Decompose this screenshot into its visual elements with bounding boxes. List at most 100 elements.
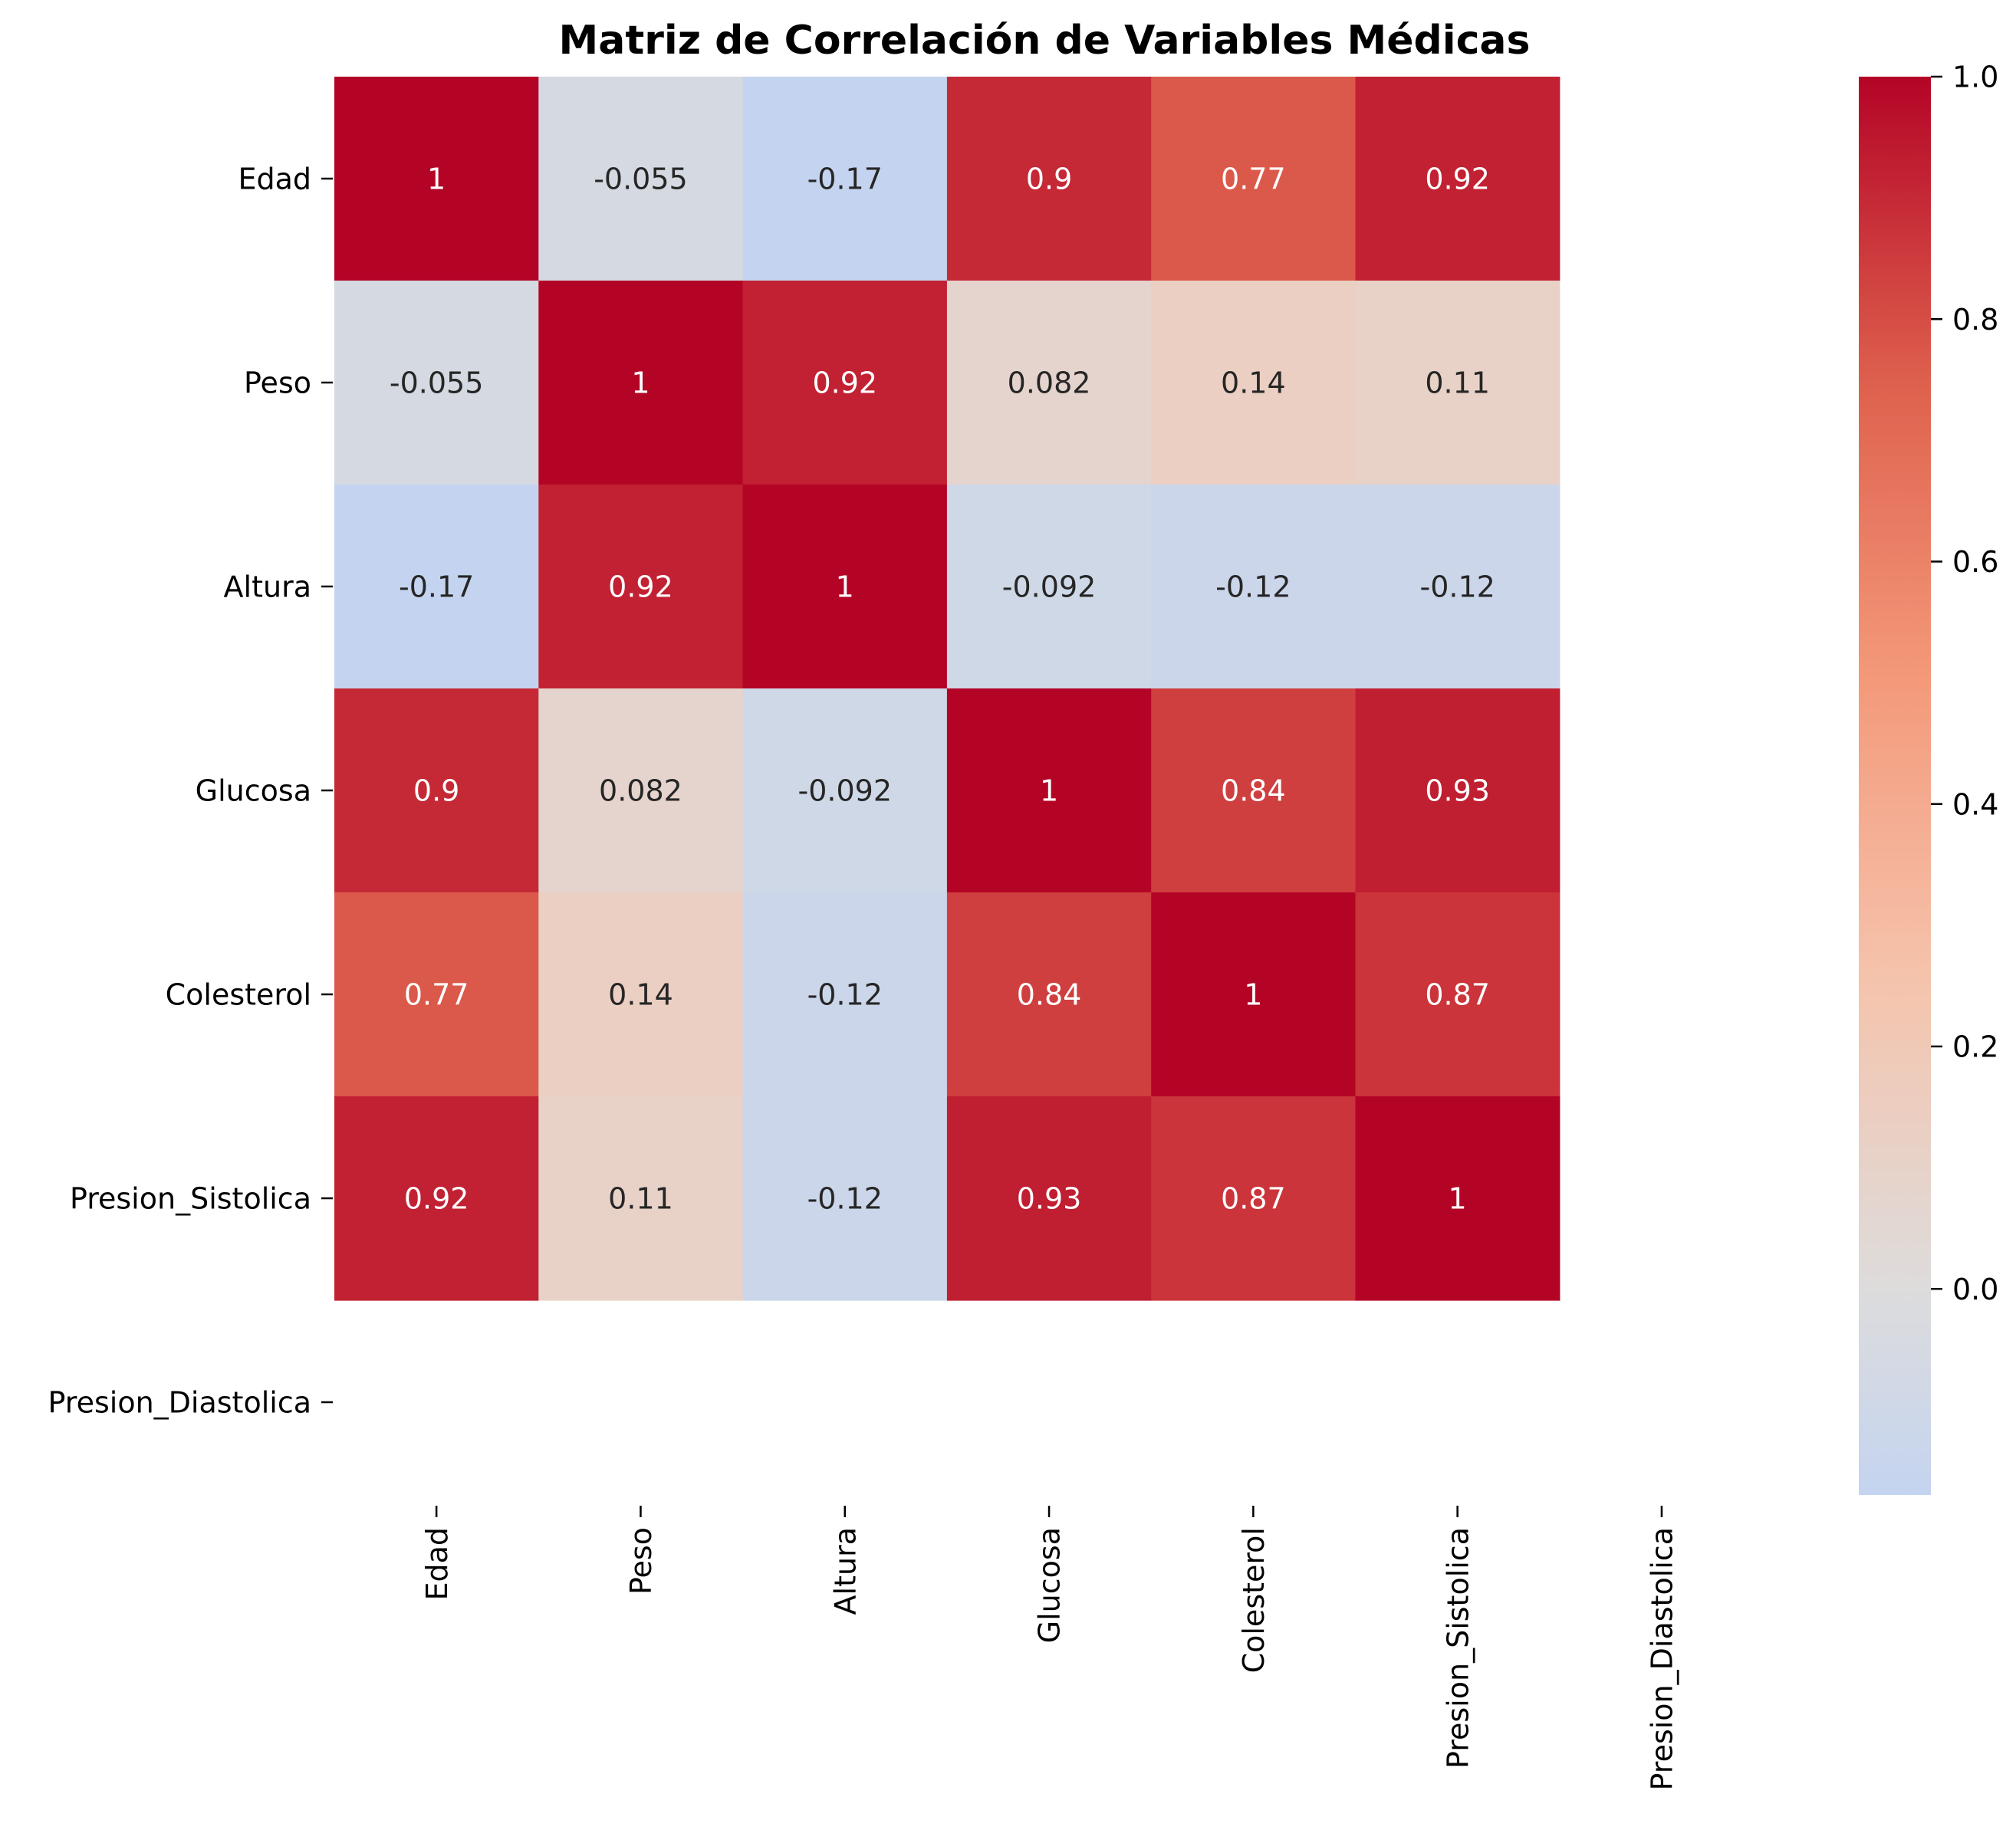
cell-value-label: 0.14 xyxy=(1221,366,1286,400)
cell-value-label: 1 xyxy=(1244,978,1262,1012)
heatmap-cell xyxy=(742,1096,948,1301)
heatmap-cell xyxy=(334,77,539,281)
heatmap-cell xyxy=(742,688,948,893)
heatmap-cell xyxy=(538,1096,744,1301)
cell-value-label: 0.92 xyxy=(812,366,877,400)
heatmap-cell xyxy=(742,281,948,485)
heatmap-cell xyxy=(334,688,539,893)
heatmap-cell xyxy=(538,77,744,281)
x-tick-label: Colesterol xyxy=(1237,1527,1271,1673)
y-tick-label: Presion_Diastolica xyxy=(48,1386,311,1420)
heatmap-cell xyxy=(1355,688,1561,893)
cell-value-label: 0.93 xyxy=(1017,1182,1082,1216)
x-tick-label: Peso xyxy=(624,1527,658,1595)
cell-value-label: 0.082 xyxy=(1008,366,1091,400)
heatmap-cells xyxy=(334,77,1561,1301)
cell-value-label: -0.17 xyxy=(399,570,474,604)
cell-value-label: 1 xyxy=(427,163,446,196)
x-tick-label: Presion_Diastolica xyxy=(1646,1527,1679,1790)
cell-value-label: 0.9 xyxy=(413,774,459,808)
cell-value-label: 0.92 xyxy=(608,570,673,604)
colorbar-gradient xyxy=(1859,77,1931,1495)
cell-value-label: 0.11 xyxy=(1425,366,1490,400)
y-tick-label: Colesterol xyxy=(166,978,311,1012)
cell-value-label: 0.87 xyxy=(1425,978,1490,1012)
heatmap-cell xyxy=(334,485,539,689)
cell-value-label: 0.9 xyxy=(1026,163,1072,196)
heatmap-annotations: 1 -0.055 -0.17 0.9 0.77 0.92 -0.055 1 0.92 0.082 0… xyxy=(390,163,1495,1216)
cell-value-label: 0.11 xyxy=(608,1182,673,1216)
heatmap-cell xyxy=(1151,281,1357,485)
cell-value-label: -0.092 xyxy=(798,774,893,808)
heatmap-cell xyxy=(1151,892,1357,1097)
colorbar-tick-label: 0.6 xyxy=(1952,545,1998,579)
heatmap-cell xyxy=(538,688,744,893)
cell-value-label: 0.92 xyxy=(404,1182,469,1216)
heatmap-cell xyxy=(1151,77,1357,281)
heatmap-cell xyxy=(1355,485,1561,689)
cell-value-label: 1 xyxy=(836,570,854,604)
y-tick-label: Presion_Sistolica xyxy=(70,1182,311,1216)
x-tick-label: Glucosa xyxy=(1033,1527,1067,1643)
cell-value-label: -0.092 xyxy=(1002,570,1097,604)
colorbar-tick-label: 0.2 xyxy=(1952,1030,1998,1064)
heatmap-cell xyxy=(538,892,744,1097)
cell-value-label: 0.14 xyxy=(608,978,673,1012)
heatmap-cell xyxy=(946,77,1152,281)
colorbar-tick-label: 0.0 xyxy=(1952,1273,1998,1306)
heatmap-cell xyxy=(1355,77,1561,281)
y-tick-label: Glucosa xyxy=(196,774,311,808)
cell-value-label: 1 xyxy=(1449,1182,1467,1216)
cell-value-label: 0.082 xyxy=(599,774,682,808)
cell-value-label: 0.84 xyxy=(1017,978,1082,1012)
cell-value-label: 1 xyxy=(631,366,650,400)
cell-value-label: 0.92 xyxy=(1425,163,1490,196)
heatmap-cell xyxy=(1355,1096,1561,1301)
cell-value-label: -0.12 xyxy=(1215,570,1291,604)
cell-value-label: -0.12 xyxy=(807,978,883,1012)
colorbar-tick-label: 0.4 xyxy=(1952,787,1998,821)
heatmap-cell xyxy=(946,485,1152,689)
cell-value-label: 0.93 xyxy=(1425,774,1490,808)
heatmap-cell xyxy=(946,688,1152,893)
cell-value-label: -0.17 xyxy=(807,163,883,196)
cell-value-label: -0.055 xyxy=(594,163,688,196)
x-tick-label: Presion_Sistolica xyxy=(1441,1527,1475,1769)
heatmap-cell xyxy=(742,892,948,1097)
chart-title: Matriz de Correlación de Variables Médic… xyxy=(559,18,1531,64)
heatmap-cell xyxy=(946,281,1152,485)
y-tick-label: Edad xyxy=(238,163,311,196)
x-axis: Edad Peso Altura Glucosa Colesterol Presion_S… xyxy=(420,1506,1679,1790)
heatmap-cell xyxy=(742,77,948,281)
colorbar-tick-label: 0.8 xyxy=(1952,303,1998,337)
y-tick-label: Peso xyxy=(244,366,311,400)
colorbar: 0.0 0.2 0.4 0.6 0.8 1.0 xyxy=(1859,61,1998,1495)
heatmap-cell xyxy=(946,892,1152,1097)
heatmap-cell xyxy=(334,1096,539,1301)
cell-value-label: 0.84 xyxy=(1221,774,1286,808)
heatmap-cell xyxy=(538,485,744,689)
cell-value-label: 0.77 xyxy=(1221,163,1286,196)
colorbar-tick-label: 1.0 xyxy=(1952,61,1998,94)
heatmap-cell xyxy=(1355,281,1561,485)
heatmap-cell xyxy=(1151,688,1357,893)
y-tick-label: Altura xyxy=(224,570,311,604)
x-tick-label: Edad xyxy=(420,1527,454,1601)
heatmap-cell xyxy=(946,1096,1152,1301)
cell-value-label: -0.12 xyxy=(1419,570,1495,604)
cell-value-label: -0.12 xyxy=(807,1182,883,1216)
heatmap-cell xyxy=(1151,485,1357,689)
heatmap-cell xyxy=(1151,1096,1357,1301)
heatmap-cell xyxy=(538,281,744,485)
x-tick-label: Altura xyxy=(828,1527,862,1615)
heatmap-cell xyxy=(1355,892,1561,1097)
cell-value-label: 1 xyxy=(1040,774,1058,808)
heatmap-cell xyxy=(334,892,539,1097)
cell-value-label: -0.055 xyxy=(390,366,484,400)
cell-value-label: 0.77 xyxy=(404,978,469,1012)
cell-value-label: 0.87 xyxy=(1221,1182,1286,1216)
y-axis: Edad Peso Altura Glucosa Colesterol Presion_S… xyxy=(48,163,333,1420)
heatmap-cell xyxy=(334,281,539,485)
